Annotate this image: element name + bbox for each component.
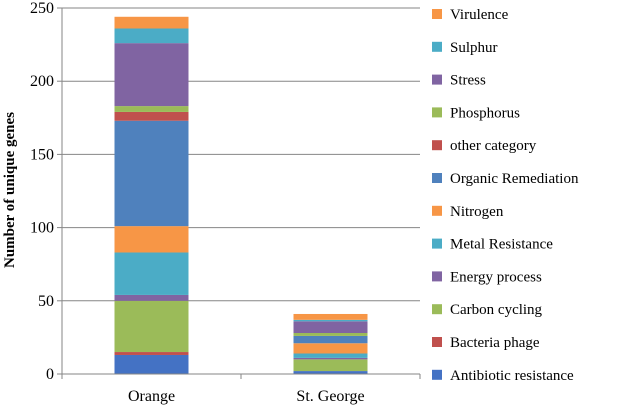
bar-segment-st-george-nitrogen: [293, 343, 368, 354]
bar-segment-orange-bacteria-phage: [114, 352, 189, 355]
legend-label: Bacteria phage: [450, 335, 540, 351]
bar-segment-orange-nitrogen: [114, 226, 189, 253]
bar-segment-orange-other-category: [114, 111, 189, 121]
legend-label: other category: [450, 138, 537, 154]
legend-label: Phosphorus: [450, 105, 520, 121]
bar-segment-orange-carbon-cycling: [114, 300, 189, 353]
bar-segment-st-george-sulphur: [293, 319, 368, 322]
legend-swatch: [432, 205, 442, 216]
bar-segment-st-george-antibiotic-resistance: [293, 371, 368, 374]
bar-segment-orange-antibiotic-resistance: [114, 354, 189, 374]
bar-segment-st-george-metal-resistance: [293, 353, 368, 358]
bar-segment-orange-metal-resistance: [114, 252, 189, 295]
x-category-label: St. George: [296, 388, 364, 405]
y-tick-label: 50: [38, 293, 54, 310]
bar-segment-st-george-organic-remediation: [293, 335, 368, 344]
y-tick-label: 150: [30, 146, 54, 163]
bar-segment-orange-virulence: [114, 16, 189, 29]
x-category-label: Orange: [128, 388, 175, 405]
legend-swatch: [432, 9, 442, 19]
legend-swatch: [432, 140, 442, 151]
bar-segment-st-george-carbon-cycling: [293, 359, 368, 372]
legend-label: Sulphur: [450, 40, 498, 56]
legend-label: Virulence: [450, 7, 509, 23]
legend-swatch: [432, 107, 442, 118]
y-axis-title: Number of unique genes: [2, 112, 18, 268]
y-tick-label: 250: [30, 0, 54, 17]
bar-segment-orange-organic-remediation: [114, 120, 189, 227]
legend-swatch: [432, 304, 442, 315]
bars: [114, 16, 368, 374]
legend-swatch: [432, 74, 442, 85]
bar-segment-st-george-phosphorus: [293, 333, 368, 336]
legend-swatch: [432, 173, 442, 183]
y-tick-label: 100: [30, 220, 54, 237]
bar-segment-orange-sulphur: [114, 28, 189, 44]
bar-segment-orange-stress: [114, 43, 189, 107]
legend-swatch: [432, 238, 442, 249]
bar-segment-orange-phosphorus: [114, 106, 189, 112]
bar-segment-st-george-stress: [293, 321, 368, 334]
legend-label: Stress: [450, 73, 486, 89]
legend-label: Antibiotic resistance: [450, 368, 574, 384]
legend-label: Energy process: [450, 269, 542, 285]
legend-swatch: [432, 41, 442, 52]
y-tick-label: 200: [30, 73, 54, 90]
bar-segment-orange-energy-process: [114, 294, 189, 301]
legend-label: Nitrogen: [450, 204, 504, 220]
bar-segment-st-george-energy-process: [293, 357, 368, 360]
legend-swatch: [432, 271, 442, 282]
y-tick-label: 0: [46, 366, 54, 383]
legend-label: Organic Remediation: [450, 171, 579, 187]
legend: Virulence Sulphur Stress Phosphorus other ca…: [432, 7, 579, 384]
bar-segment-st-george-virulence: [293, 313, 368, 320]
legend-label: Carbon cycling: [450, 302, 543, 318]
legend-label: Metal Resistance: [450, 237, 553, 253]
legend-swatch: [432, 337, 442, 347]
legend-swatch: [432, 369, 442, 380]
axes: 0 50 100 150 200 250 Orange St. George: [30, 0, 421, 405]
